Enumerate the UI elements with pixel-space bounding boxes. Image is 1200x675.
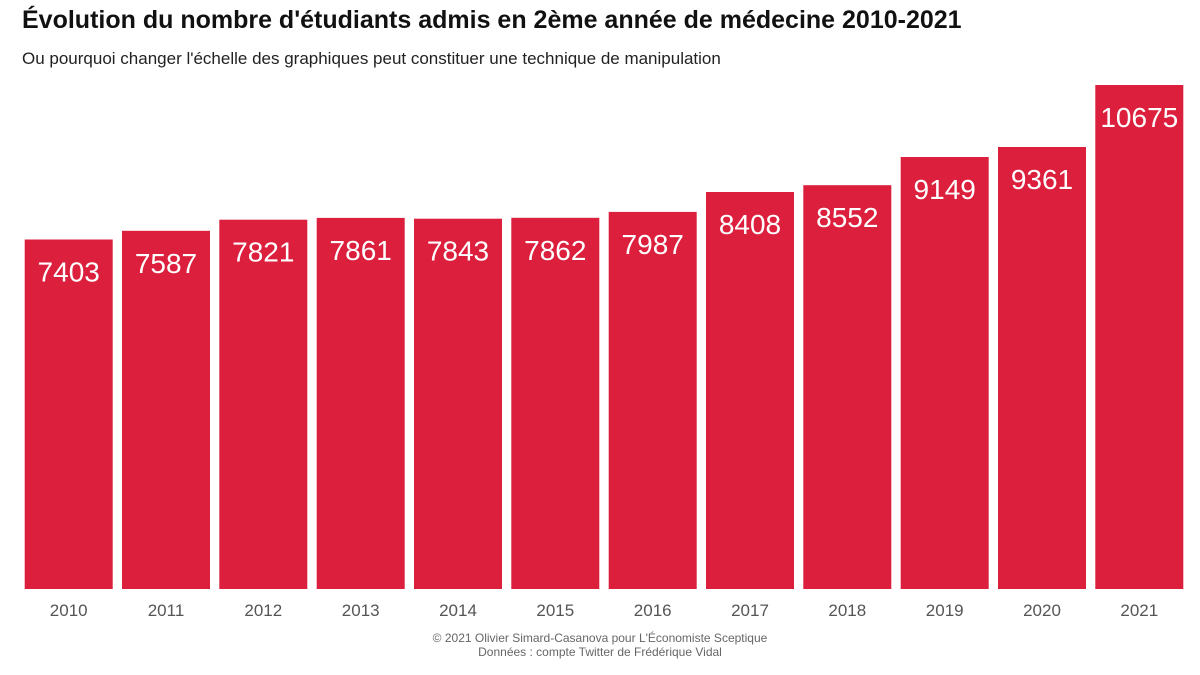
chart-subtitle: Ou pourquoi changer l'échelle des graphi… [22, 49, 721, 68]
bar-2016 [608, 211, 697, 589]
bar-value-label: 10675 [1100, 102, 1178, 133]
x-tick-label: 2010 [50, 601, 88, 620]
bar-value-label: 9149 [914, 174, 976, 205]
bar-value-label: 8552 [816, 202, 878, 233]
bar-2011 [122, 230, 210, 590]
bar-value-label: 7862 [524, 235, 586, 266]
bar-2013 [316, 217, 405, 589]
x-tick-label: 2014 [439, 601, 477, 620]
bar-2019 [900, 157, 989, 589]
bar-value-label: 7861 [330, 235, 392, 266]
x-tick-label: 2016 [634, 601, 672, 620]
bar-value-label: 8408 [719, 209, 781, 240]
x-tick-label: 2020 [1023, 601, 1061, 620]
bar-2012 [219, 219, 308, 589]
x-tick-label: 2017 [731, 601, 769, 620]
x-tick-label: 2018 [828, 601, 866, 620]
bar-2014 [414, 218, 502, 589]
bar-value-label: 9361 [1011, 164, 1073, 195]
x-tick-label: 2021 [1120, 601, 1158, 620]
x-tick-label: 2015 [536, 601, 574, 620]
bar-value-label: 7403 [38, 257, 100, 288]
chart-title: Évolution du nombre d'étudiants admis en… [22, 6, 962, 34]
bar-2015 [511, 217, 600, 590]
bar-2021 [1095, 85, 1184, 589]
x-tick-label: 2011 [148, 601, 185, 620]
bar-2010 [24, 239, 113, 589]
bar-value-label: 7821 [232, 237, 294, 268]
bar-2018 [803, 185, 892, 589]
x-tick-label: 2013 [342, 601, 380, 620]
bar-value-label: 7987 [622, 229, 684, 260]
x-tick-label: 2019 [926, 601, 964, 620]
bar-value-label: 7843 [427, 236, 489, 267]
bar-2017 [706, 192, 794, 589]
bar-2020 [998, 147, 1086, 589]
x-tick-label: 2012 [244, 601, 282, 620]
bar-value-label: 7587 [135, 248, 197, 279]
source-caption: Données : compte Twitter de Frédérique V… [478, 645, 722, 659]
credit-caption: © 2021 Olivier Simard-Casanova pour L'Éc… [432, 631, 768, 645]
